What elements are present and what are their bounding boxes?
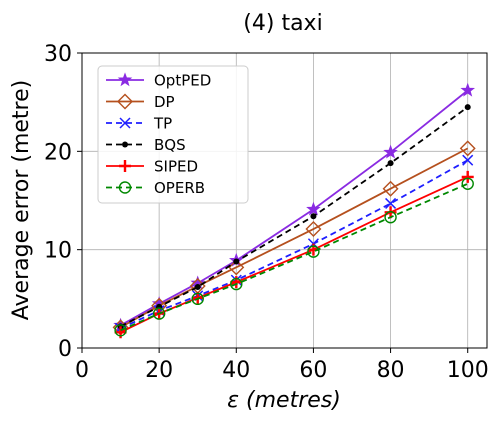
- x-tick-label: 80: [377, 358, 405, 383]
- series-line-operb: [120, 182, 469, 332]
- x-axis-label: ε (metres): [227, 388, 341, 413]
- data-point-bqs: [194, 284, 201, 291]
- x-tick-label: 0: [75, 358, 89, 383]
- data-point-operb: [152, 307, 166, 320]
- x-axis-label-symbol: ε: [227, 388, 246, 413]
- legend: OptPED DP TP BQS SIPED OPERB: [97, 65, 249, 204]
- legend-marker-siped: [119, 160, 131, 172]
- x-tick-label: 40: [222, 358, 250, 383]
- y-tick-label: 30: [44, 42, 72, 67]
- legend-item-operb: OPERB: [106, 179, 205, 197]
- data-point-bqs: [310, 213, 317, 220]
- legend-item-bqs: BQS: [106, 136, 186, 154]
- legend-item-siped: SIPED: [106, 158, 198, 176]
- chart-title: (4) taxi: [243, 11, 322, 36]
- legend-label-optped: OptPED: [154, 72, 211, 90]
- data-point-operb: [307, 245, 320, 258]
- data-point-dp: [382, 180, 399, 197]
- legend-marker-operb: [118, 181, 132, 194]
- series-layer: [112, 82, 476, 339]
- plot-frame: [81, 52, 488, 349]
- legend-label-operb: OPERB: [154, 179, 205, 197]
- y-tick-label: 0: [58, 337, 72, 362]
- series-operb: [114, 177, 474, 337]
- data-point-operb: [384, 211, 397, 224]
- legend-marker-bqs: [122, 141, 128, 148]
- y-tick-label: 20: [44, 140, 72, 165]
- data-point-bqs: [464, 104, 471, 111]
- legend-marker-tp: [119, 117, 131, 129]
- legend-item-optped: OptPED: [106, 72, 211, 90]
- y-axis-label: Average error (metre): [9, 80, 34, 320]
- legend-marker-dp: [117, 93, 133, 110]
- data-point-dp: [305, 221, 322, 238]
- data-point-tp: [385, 197, 397, 209]
- x-tick-label: 20: [145, 358, 173, 383]
- legend-label-siped: SIPED: [154, 158, 198, 176]
- data-point-siped: [461, 170, 474, 183]
- legend-frame: [97, 65, 249, 204]
- legend-label-tp: TP: [153, 115, 172, 133]
- legend-marker-optped: [117, 72, 133, 87]
- y-tick-label: 10: [44, 239, 72, 264]
- data-point-operb: [461, 177, 474, 190]
- data-point-dp: [228, 259, 245, 276]
- data-point-bqs: [387, 160, 394, 167]
- legend-item-tp: TP: [106, 115, 172, 133]
- data-point-optped: [306, 201, 321, 216]
- x-tick-label: 60: [299, 358, 327, 383]
- data-point-optped: [460, 82, 476, 97]
- legend-label-dp: DP: [154, 93, 175, 111]
- axis-ticks: 0 20 40 60 80 100 0 10 20 30: [44, 42, 489, 383]
- data-point-bqs: [233, 258, 240, 265]
- x-tick-label: 100: [447, 358, 489, 383]
- legend-label-bqs: BQS: [154, 136, 186, 154]
- data-point-operb: [230, 277, 243, 291]
- data-point-tp: [462, 154, 474, 166]
- data-point-dp: [459, 140, 476, 157]
- legend-item-dp: DP: [106, 93, 175, 111]
- x-axis-label-unit: (metres): [246, 388, 341, 413]
- data-point-optped: [383, 144, 398, 159]
- data-point-operb: [191, 292, 204, 306]
- data-point-operb: [114, 324, 127, 337]
